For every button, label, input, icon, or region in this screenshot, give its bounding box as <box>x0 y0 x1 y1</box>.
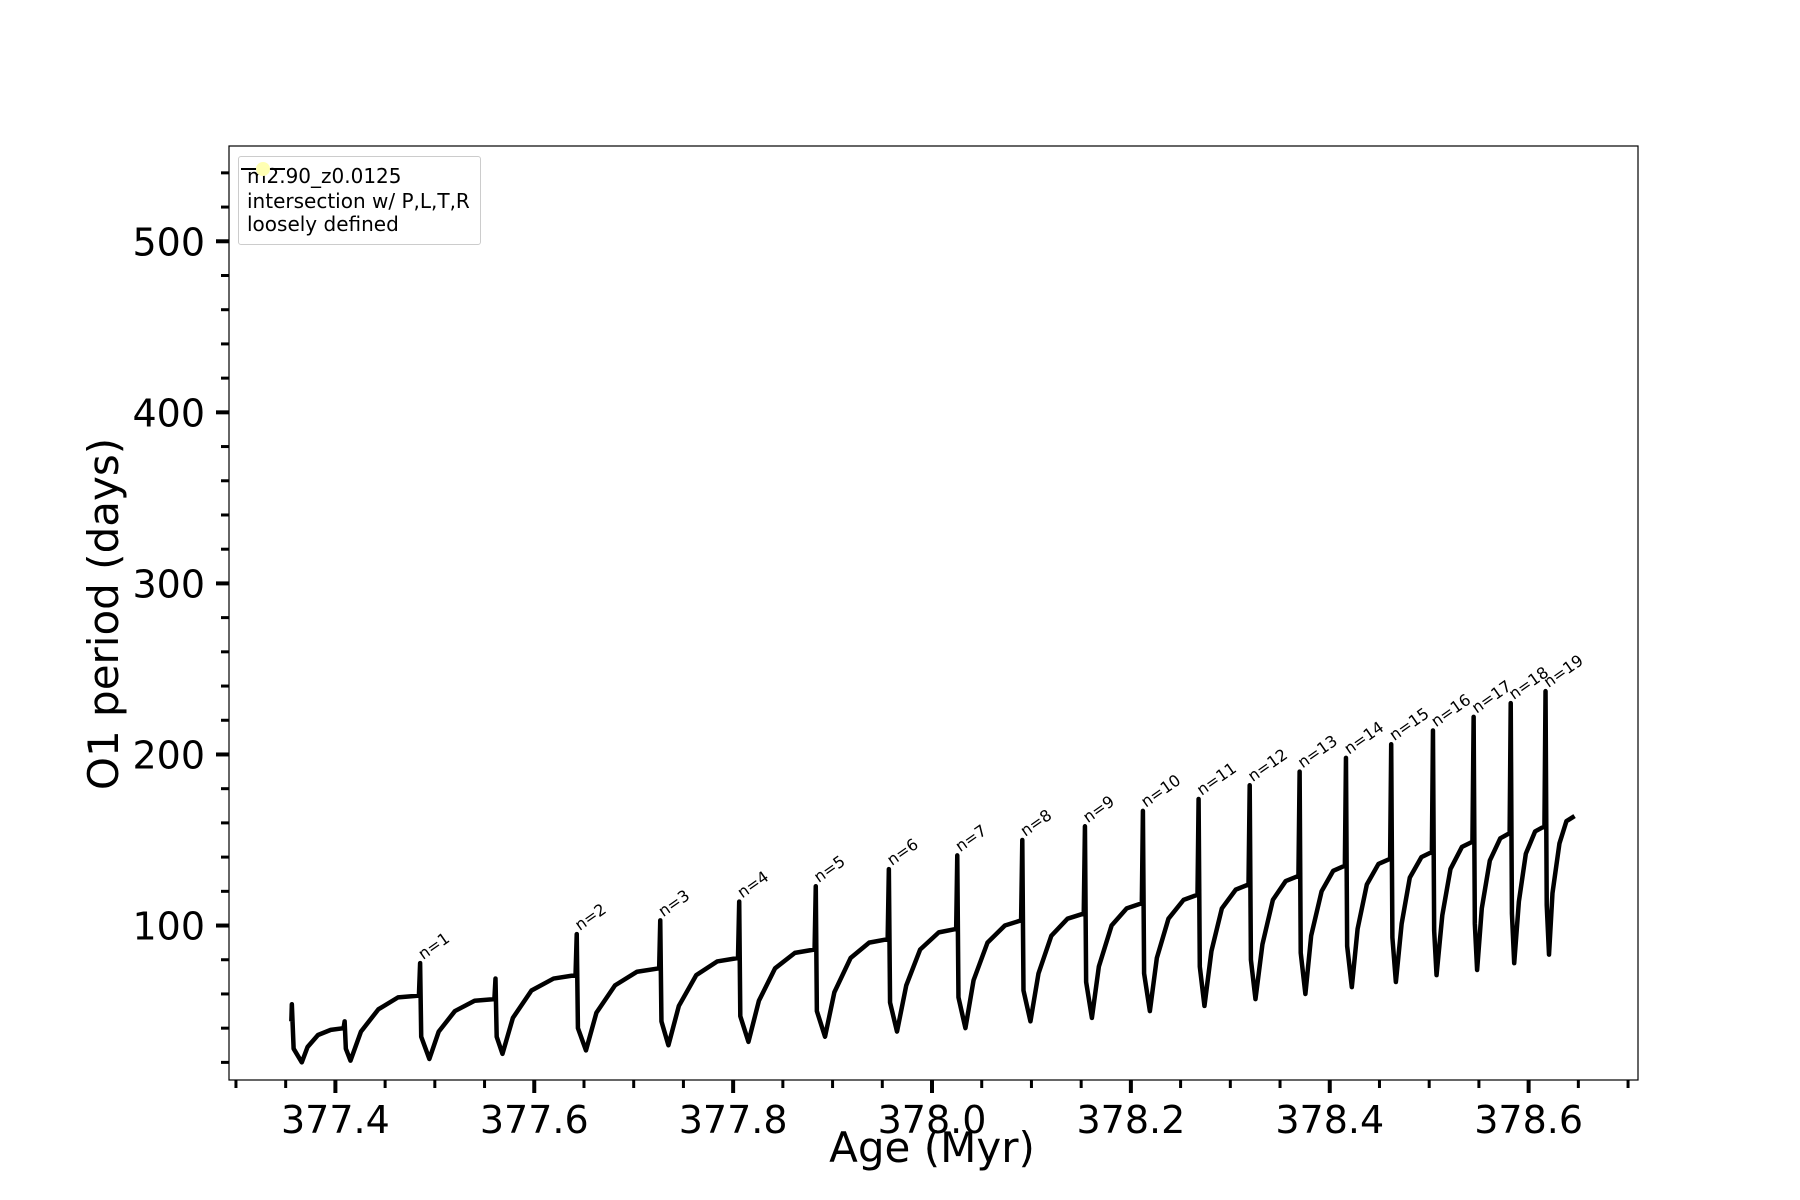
x-tick-label: 377.6 <box>480 1098 589 1142</box>
x-tick-label: 378.0 <box>878 1098 987 1142</box>
y-tick-label: 200 <box>132 733 205 777</box>
data-line <box>289 688 1576 1065</box>
annotation: n=9 <box>1079 792 1118 827</box>
y-tick-label: 300 <box>132 562 205 606</box>
legend-item: intersection w/ P,L,T,R loosely defined <box>247 162 470 236</box>
annotation: n=19 <box>1540 651 1587 692</box>
annotation: n=12 <box>1244 745 1291 786</box>
legend: m2.90_z0.0125 intersection w/ P,L,T,R loo… <box>238 156 481 245</box>
annotation: n=8 <box>1017 805 1056 840</box>
annotation: n=14 <box>1340 717 1387 758</box>
annotation: n=2 <box>571 899 610 934</box>
annotation: n=15 <box>1386 704 1433 745</box>
annotation: n=4 <box>734 867 773 902</box>
annotation: n=13 <box>1294 731 1341 772</box>
x-tick-label: 377.4 <box>281 1098 390 1142</box>
x-tick-label: 378.2 <box>1076 1098 1185 1142</box>
y-tick-label: 100 <box>132 905 205 949</box>
legend-icon <box>256 162 270 176</box>
legend-label: intersection w/ P,L,T,R loosely defined <box>247 189 470 236</box>
y-tick-label: 400 <box>132 391 205 435</box>
annotation: n=3 <box>655 886 694 921</box>
annotation: n=17 <box>1468 676 1515 717</box>
legend-label: m2.90_z0.0125 <box>247 164 402 188</box>
y-axis-label: O1 period (days) <box>79 438 128 790</box>
annotation: n=16 <box>1427 690 1474 731</box>
x-axis-label: Age (Myr) <box>829 1123 1035 1172</box>
annotation: n=6 <box>883 834 922 869</box>
annotation: n=10 <box>1137 770 1184 811</box>
legend-marker <box>256 162 270 176</box>
annotation: n=11 <box>1193 758 1240 799</box>
annotation: n=1 <box>415 929 454 964</box>
annotation: n=7 <box>952 821 991 856</box>
x-tick-label: 377.8 <box>679 1098 788 1142</box>
annotation: n=5 <box>810 852 849 887</box>
x-tick-label: 378.4 <box>1275 1098 1384 1142</box>
x-tick-label: 378.6 <box>1474 1098 1583 1142</box>
y-tick-label: 500 <box>132 220 205 264</box>
